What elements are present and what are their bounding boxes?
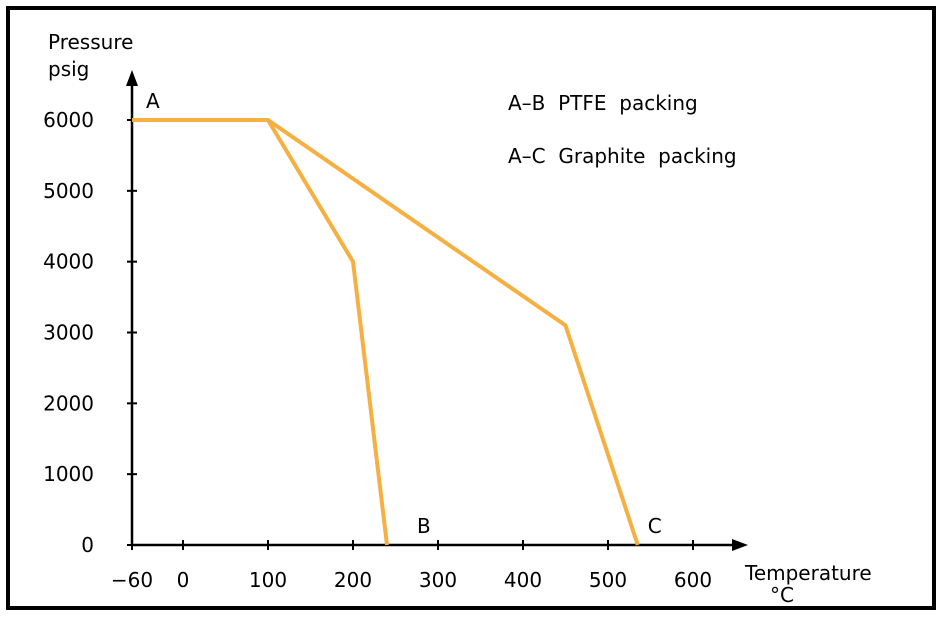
y-axis-title-line1: Pressure: [48, 30, 133, 54]
x-tick-label: 200: [334, 568, 372, 592]
x-tick-label: 500: [589, 568, 627, 592]
point-label-a: A: [146, 89, 160, 113]
x-tick-label: 0: [177, 568, 190, 592]
legend-entry-graphite: A–C Graphite packing: [508, 144, 737, 168]
y-axis-arrow-icon: [126, 70, 138, 86]
point-label-b: B: [417, 514, 431, 538]
y-tick-label: 3000: [43, 321, 94, 345]
series-line-graphite: [266, 118, 640, 546]
x-axis-arrow-icon: [732, 539, 748, 551]
chart-frame: [6, 6, 936, 610]
y-tick-label: 4000: [43, 250, 94, 274]
y-tick-label: 1000: [43, 462, 94, 486]
point-labels: A B C: [146, 89, 662, 538]
y-tick-label: 6000: [43, 108, 94, 132]
y-axis-title-line2: psig: [48, 57, 89, 81]
x-tick-label: 300: [419, 568, 457, 592]
point-label-c: C: [648, 514, 662, 538]
series: [132, 118, 640, 546]
y-tick-label: 0: [81, 533, 94, 557]
series-line-ptfe: [132, 118, 389, 546]
ticks: −60 0 100 200 300 400 500 600010002000300040005…: [43, 108, 712, 592]
legend-entry-ptfe: A–B PTFE packing: [508, 91, 698, 115]
x-tick-label: 100: [249, 568, 287, 592]
x-axis-title-line1: Temperature: [744, 561, 872, 585]
y-tick-label: 2000: [43, 391, 94, 415]
y-tick-label: 5000: [43, 179, 94, 203]
axes: [126, 70, 748, 551]
x-axis-title-line2: °C: [770, 583, 794, 607]
x-tick-label: 600: [674, 568, 712, 592]
x-tick-label: 400: [504, 568, 542, 592]
x-tick-label: −60: [111, 568, 153, 592]
